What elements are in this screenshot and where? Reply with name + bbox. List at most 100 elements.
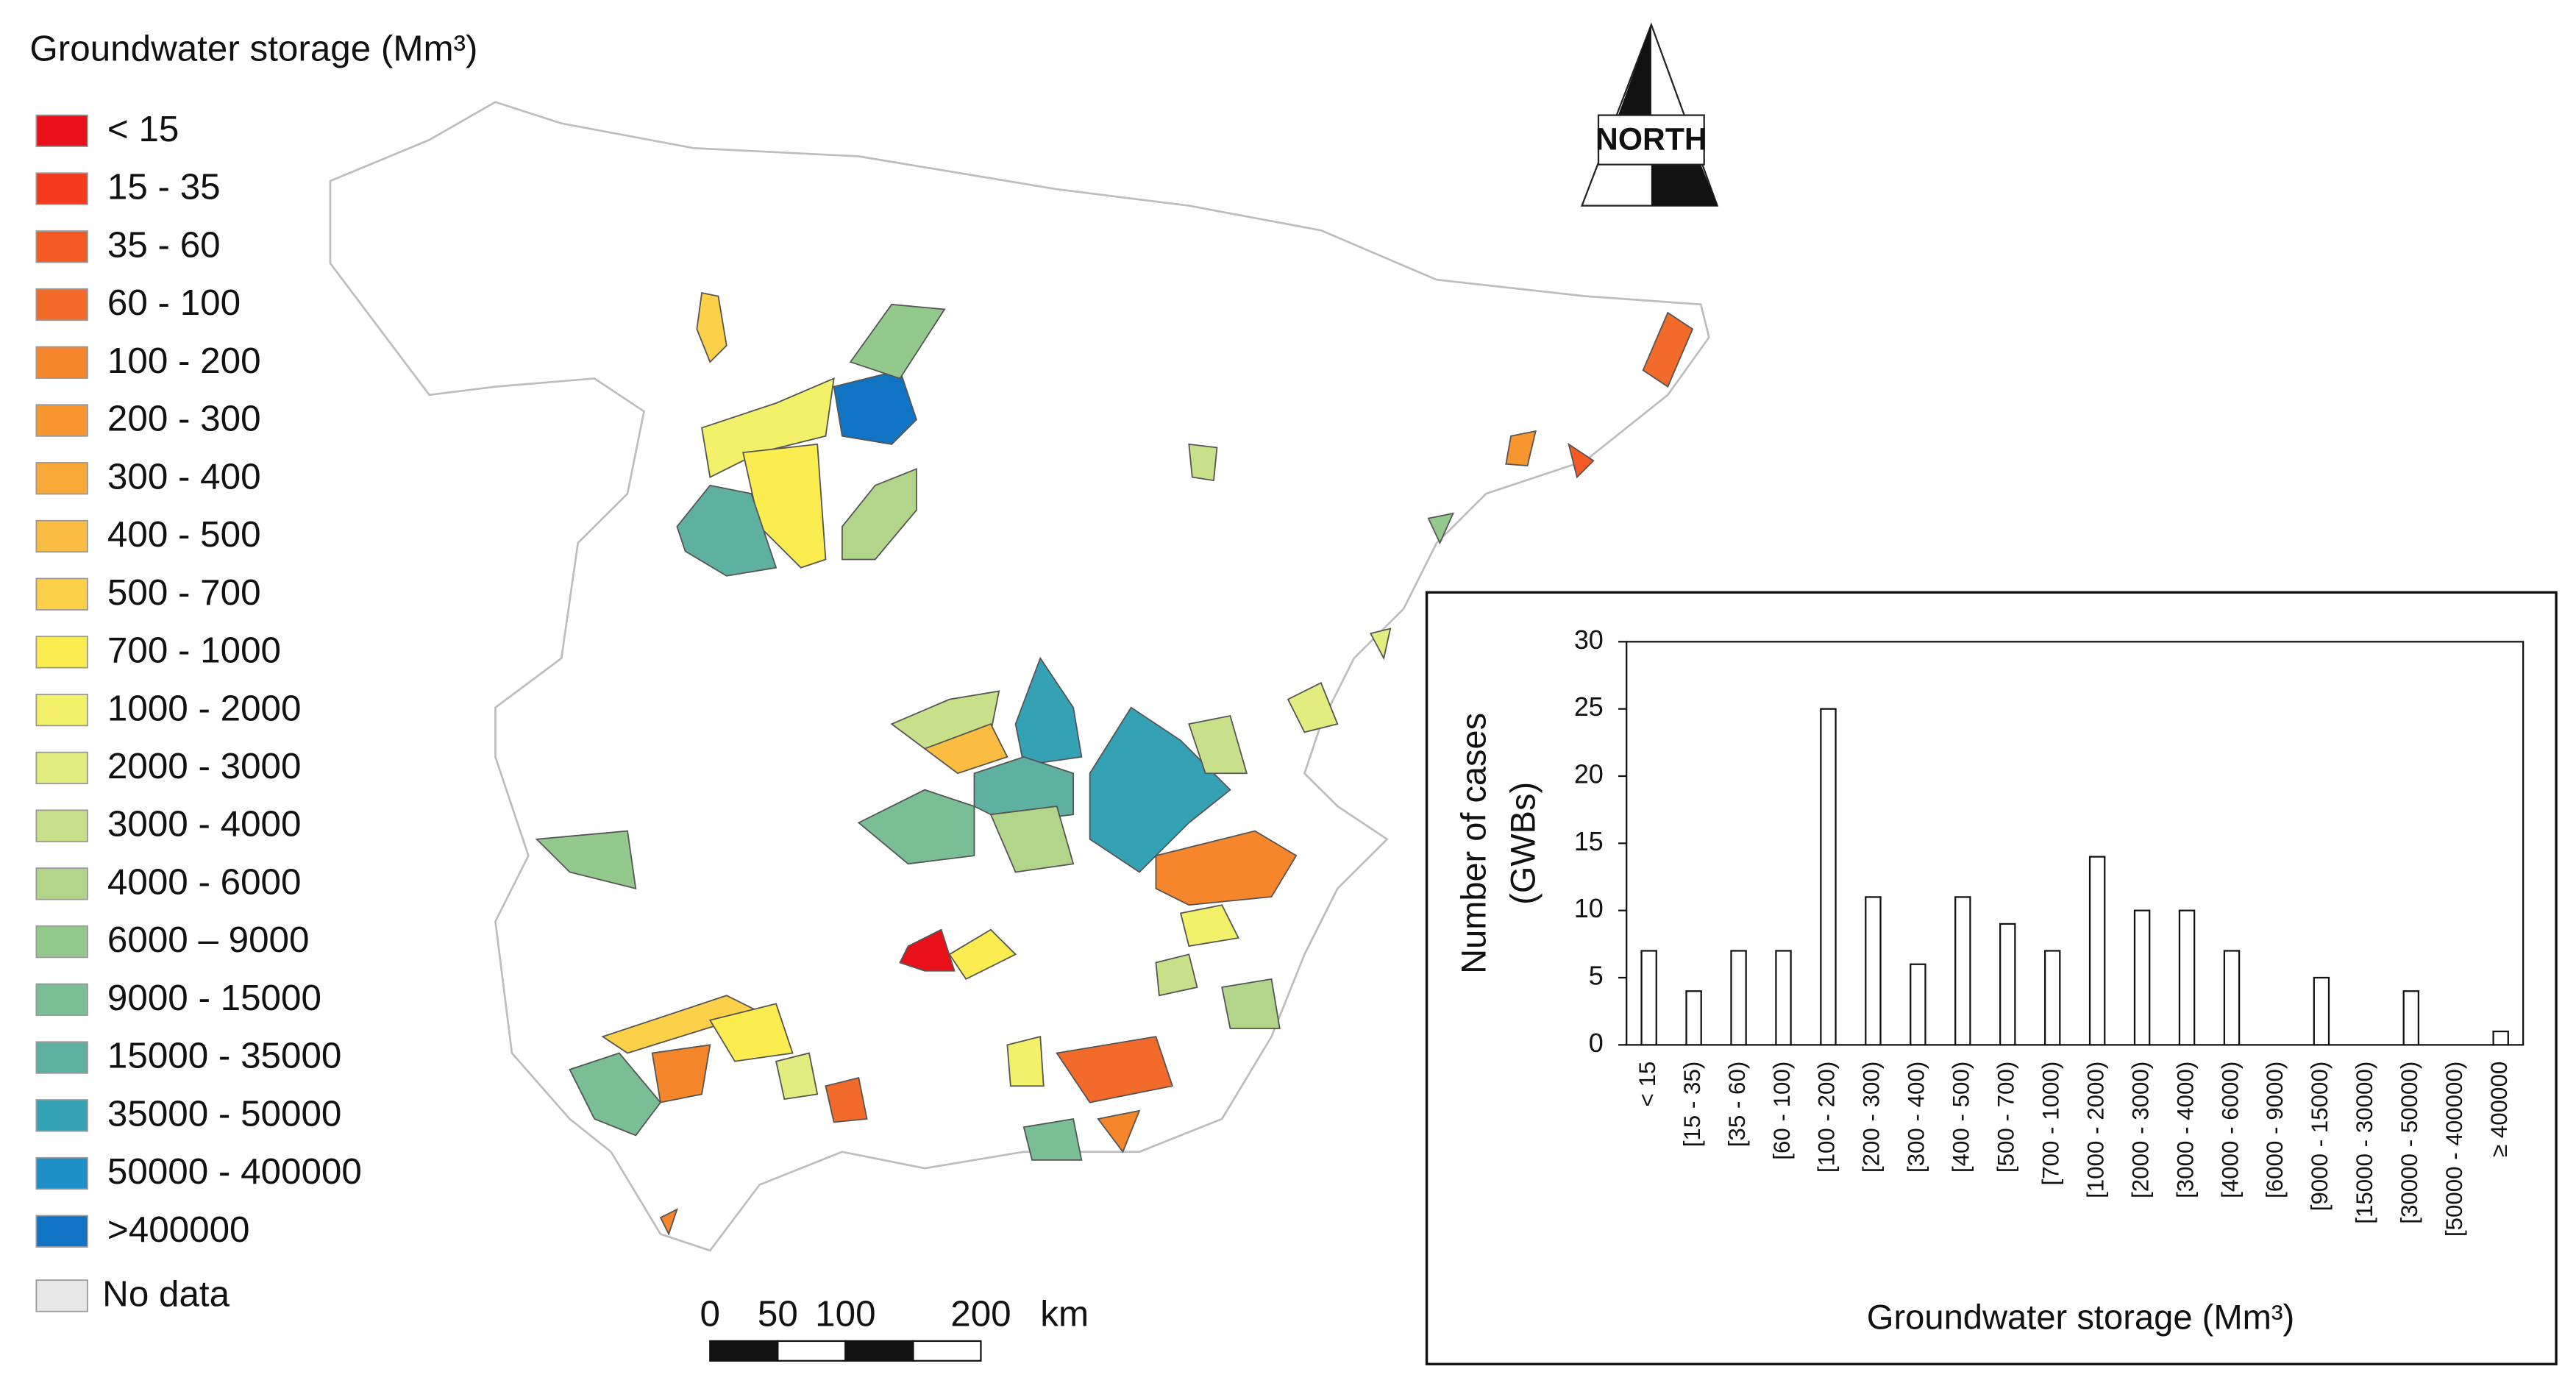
spain-outline <box>329 101 1710 1252</box>
legend-swatch <box>35 1041 88 1074</box>
legend-label: 15 - 35 <box>107 167 221 207</box>
aquifer <box>1427 512 1455 545</box>
y-axis-label: (GWBs) <box>1504 782 1543 905</box>
y-axis-label: Number of cases <box>1454 713 1492 974</box>
x-tick-label: [50000 - 400000) <box>2441 1062 2467 1237</box>
bar <box>1685 990 1702 1046</box>
legend-label: 200 - 300 <box>107 399 261 439</box>
bar <box>2133 909 2151 1046</box>
legend-label: 100 - 200 <box>107 341 261 381</box>
aquifer <box>1179 904 1240 948</box>
x-tick-label: [9000 - 15000) <box>2307 1062 2333 1212</box>
x-tick-label: [1000 - 2000) <box>2082 1062 2108 1198</box>
inset-frame <box>1425 591 2558 1365</box>
legend-swatch <box>35 809 88 842</box>
y-tick-label: 20 <box>1574 760 1604 789</box>
aquifer <box>1097 1109 1141 1153</box>
scale-label: 200 <box>950 1293 1011 1334</box>
legend-label: 60 - 100 <box>107 282 241 323</box>
legend-swatch <box>35 1279 88 1312</box>
aquifer <box>849 303 946 380</box>
bar <box>1999 923 2016 1046</box>
aquifer <box>1155 830 1298 906</box>
aquifer <box>857 789 975 865</box>
x-tick-label: [700 - 1000) <box>2038 1062 2063 1186</box>
legend-label: 2000 - 3000 <box>107 746 302 786</box>
legend-swatch <box>35 519 88 553</box>
aquifer <box>825 1076 868 1123</box>
y-tick-label: 0 <box>1589 1028 1604 1058</box>
x-tick-label: [3000 - 4000) <box>2172 1062 2198 1198</box>
aquifer <box>1642 311 1694 388</box>
x-tick-label: ≥ 400000 <box>2486 1062 2512 1157</box>
legend-swatch <box>35 1156 88 1190</box>
legend-label: 9000 - 15000 <box>107 978 321 1018</box>
legend-label: 15000 - 35000 <box>107 1036 341 1076</box>
legend-label: >400000 <box>107 1209 250 1250</box>
legend-label: 3000 - 4000 <box>107 804 302 845</box>
legend-swatch <box>35 636 88 669</box>
aquifer <box>1089 706 1231 873</box>
aquifer <box>1056 1036 1174 1103</box>
x-axis-label: Groundwater storage (Mm³) <box>1867 1297 2294 1336</box>
x-tick-label: [2000 - 3000) <box>2127 1062 2153 1198</box>
aquifer <box>1155 953 1198 997</box>
x-tick-label: [500 - 700) <box>1993 1062 2019 1173</box>
legend-swatch <box>35 925 88 959</box>
aquifer <box>708 1003 794 1062</box>
bar <box>2088 856 2106 1046</box>
aquifer <box>1287 682 1339 733</box>
scale-label: 0 <box>700 1293 720 1334</box>
aquifer <box>775 1052 819 1101</box>
aquifer <box>701 377 835 478</box>
legend-label: 500 - 700 <box>107 572 261 613</box>
legend-swatch <box>35 288 88 321</box>
scale-unit: km <box>1040 1293 1089 1334</box>
aquifer <box>569 1052 662 1137</box>
legend-label: 1000 - 2000 <box>107 688 302 728</box>
aquifer <box>1568 442 1595 479</box>
x-tick-label: [200 - 300) <box>1859 1062 1885 1173</box>
y-tick-label: 25 <box>1574 692 1604 722</box>
aquifer <box>651 1044 711 1103</box>
legend-label: 400 - 500 <box>107 514 261 555</box>
x-tick-label: [4000 - 6000) <box>2217 1062 2243 1198</box>
legend-swatch <box>35 1215 88 1248</box>
x-tick-label: < 15 <box>1634 1062 1660 1107</box>
aquifer <box>1369 628 1392 661</box>
x-tick-label: [30000 - 50000) <box>2397 1062 2422 1224</box>
y-tick-label: 5 <box>1589 961 1604 991</box>
aquifer <box>696 292 727 363</box>
scale-segment <box>777 1340 847 1362</box>
legend-label: 35 - 60 <box>107 224 221 265</box>
legend-swatch <box>35 751 88 785</box>
scale-segment <box>844 1340 914 1362</box>
bar <box>1775 950 1792 1046</box>
aquifer <box>1022 1117 1083 1161</box>
legend-swatch <box>35 346 88 379</box>
aquifer <box>1188 714 1248 775</box>
legend-swatch <box>35 983 88 1016</box>
bar <box>2223 950 2241 1046</box>
legend-label: 35000 - 50000 <box>107 1093 341 1134</box>
x-tick-label: [60 - 100) <box>1769 1062 1795 1160</box>
aquifer <box>1006 1036 1045 1087</box>
legend-label: 300 - 400 <box>107 456 261 497</box>
bar <box>1954 896 1971 1046</box>
legend-swatch <box>35 172 88 205</box>
legend-label: 4000 - 6000 <box>107 862 302 903</box>
scale-label: 100 <box>815 1293 875 1334</box>
legend-swatch <box>35 462 88 495</box>
bar <box>2492 1030 2509 1046</box>
bar <box>2313 976 2330 1046</box>
scale-segment <box>709 1340 779 1362</box>
bar <box>1640 950 1657 1046</box>
legend-swatch <box>35 404 88 437</box>
y-tick-label: 10 <box>1574 894 1604 923</box>
legend-swatch <box>35 577 88 611</box>
legend-swatch <box>35 1099 88 1132</box>
x-tick-label: [6000 - 9000) <box>2262 1062 2288 1198</box>
bar <box>1910 963 1926 1046</box>
bar <box>1865 896 1882 1046</box>
